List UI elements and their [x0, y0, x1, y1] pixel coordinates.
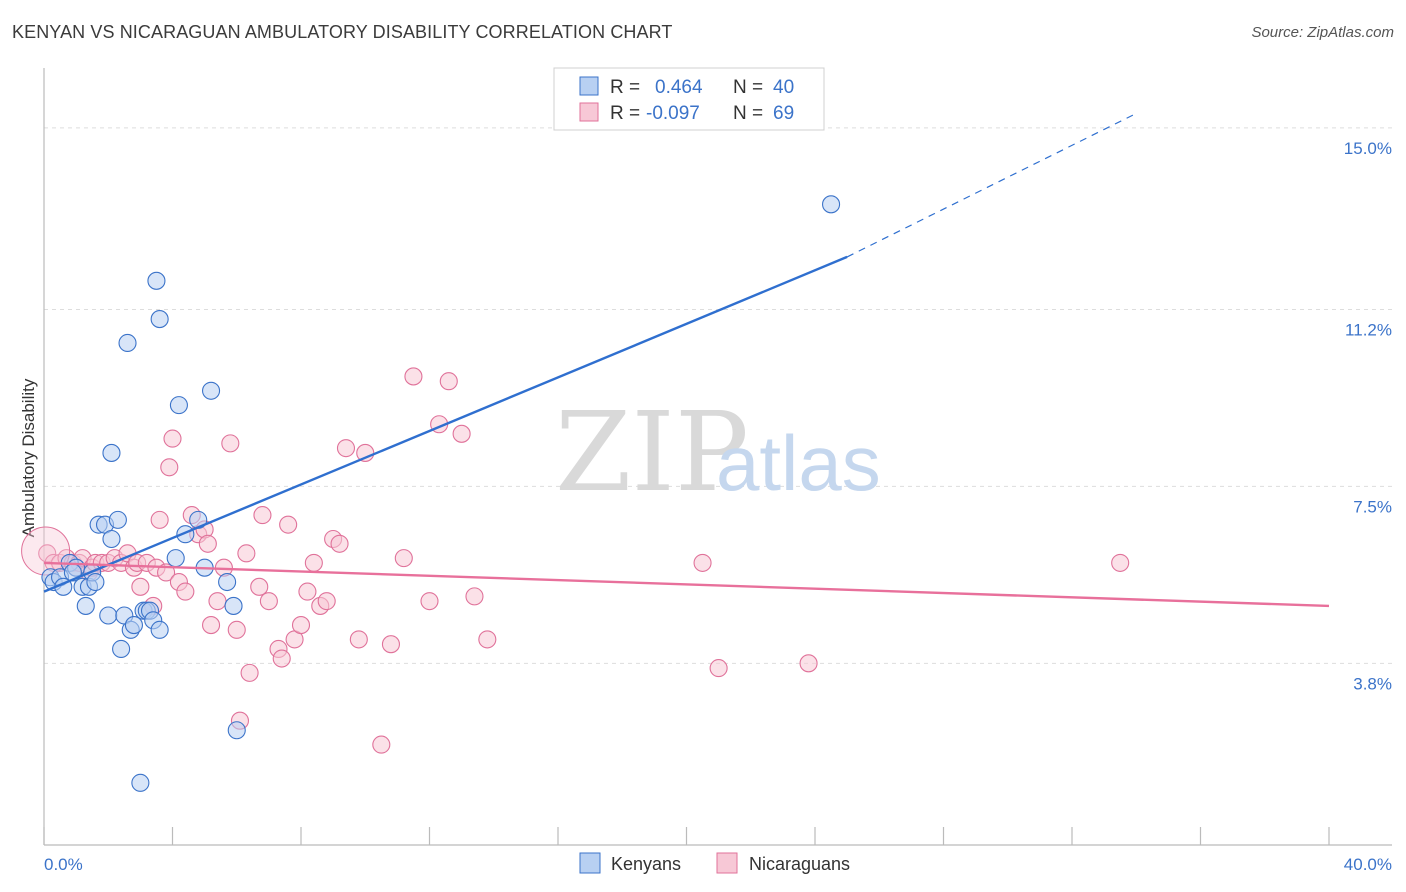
nicaraguan-point: [272, 649, 291, 668]
legend-r-value-1: 0.464: [655, 77, 703, 98]
legend-r-label-1: R =: [610, 77, 640, 98]
legend-box: [553, 67, 825, 131]
nicaraguan-point: [404, 367, 423, 386]
nicaraguan-point: [1111, 553, 1130, 572]
kenyan-point: [150, 310, 169, 329]
x-tick-label-max: 40.0%: [1344, 855, 1392, 874]
kenyans-trend-extension: [846, 112, 1137, 258]
x-tick-label-min: 0.0%: [44, 855, 83, 874]
series-label-nicaraguans: Nicaraguans: [749, 854, 850, 874]
kenyan-point: [99, 606, 118, 625]
y-tick-labels: 3.8% 7.5% 11.2% 15.0%: [1344, 139, 1392, 694]
nicaraguan-point: [221, 434, 240, 453]
nicaraguans-points: [21, 367, 1130, 754]
kenyan-point: [108, 510, 127, 529]
nicaraguan-point: [478, 630, 497, 649]
nicaraguan-point: [349, 630, 368, 649]
legend-n-value-2: 69: [773, 103, 794, 124]
kenyan-point: [218, 572, 237, 592]
kenyans-trend-line: [43, 255, 848, 593]
nicaraguan-point: [250, 577, 269, 596]
kenyan-point: [86, 572, 105, 592]
nicaraguan-point: [160, 458, 179, 477]
nicaraguan-point: [372, 735, 391, 754]
source-credit: Source: ZipAtlas.com: [1251, 24, 1394, 41]
series-swatch-kenyans: [579, 852, 601, 874]
kenyan-point: [166, 549, 185, 568]
series-legend: Kenyans Nicaraguans: [579, 852, 850, 874]
legend-n-value-1: 40: [773, 77, 794, 98]
nicaraguan-point: [709, 659, 728, 678]
nicaraguan-point: [240, 663, 259, 682]
nicaraguan-point: [317, 592, 336, 611]
legend-n-label-2: N =: [733, 103, 763, 124]
y-tick-label: 7.5%: [1353, 497, 1392, 516]
kenyan-point: [112, 639, 131, 659]
nicaraguan-point: [131, 577, 150, 596]
nicaraguan-point: [304, 553, 323, 572]
kenyan-point: [118, 333, 137, 353]
legend-r-value-2: -0.097: [646, 103, 700, 124]
nicaraguan-point: [279, 515, 298, 534]
kenyan-point: [224, 596, 243, 615]
legend-swatch-kenyans: [579, 76, 599, 96]
nicaraguan-point: [253, 506, 272, 525]
trend-lines: [43, 112, 1330, 608]
nicaraguan-point: [439, 372, 458, 391]
watermark-atlas: atlas: [716, 419, 881, 507]
nicaraguan-point: [176, 582, 195, 601]
stats-legend: R = 0.464 N = 40 R = -0.097 N = 69: [553, 67, 825, 131]
nicaraguan-point: [693, 553, 712, 572]
nicaraguan-point: [799, 654, 818, 673]
y-axis-label: Ambulatory Disability: [19, 378, 38, 537]
kenyan-point: [822, 195, 841, 214]
kenyan-point: [169, 396, 188, 415]
kenyan-point: [76, 596, 95, 615]
nicaraguan-point: [259, 592, 278, 611]
kenyan-point: [124, 616, 143, 635]
nicaraguan-point: [227, 620, 246, 639]
axes: [43, 68, 1392, 846]
nicaraguan-point: [452, 424, 471, 443]
chart-title: KENYAN VS NICARAGUAN AMBULATORY DISABILI…: [12, 22, 673, 42]
kenyan-point: [227, 721, 246, 740]
kenyan-point: [150, 620, 169, 639]
nicaraguan-point: [336, 439, 356, 458]
kenyan-point: [102, 443, 121, 462]
kenyan-point: [202, 381, 221, 400]
series-swatch-nicaraguans: [716, 852, 738, 874]
nicaraguan-point: [298, 582, 317, 601]
nicaraguan-point: [237, 544, 256, 563]
nicaraguan-point: [330, 534, 349, 553]
y-tick-label: 3.8%: [1353, 674, 1392, 693]
nicaraguan-point: [420, 592, 439, 611]
nicaraguan-point: [465, 587, 484, 606]
y-tick-label: 15.0%: [1344, 139, 1392, 158]
watermark-zip: ZIP: [555, 388, 749, 516]
legend-r-label-2: R =: [610, 103, 640, 124]
kenyan-point: [131, 773, 150, 792]
y-tick-label: 11.2%: [1345, 321, 1392, 340]
series-label-kenyans: Kenyans: [611, 854, 681, 874]
legend-swatch-nicaraguans: [579, 102, 599, 122]
nicaraguans-trend-line: [43, 561, 1330, 608]
nicaraguan-point: [163, 429, 182, 448]
kenyan-point: [147, 271, 166, 290]
legend-n-label-1: N =: [733, 77, 763, 98]
nicaraguan-point: [208, 592, 227, 611]
nicaraguan-point: [150, 510, 169, 529]
nicaraguan-point: [394, 549, 413, 568]
nicaraguan-point: [202, 616, 221, 635]
watermark: ZIP atlas: [555, 388, 881, 516]
kenyan-point: [102, 529, 121, 549]
nicaraguan-point: [198, 534, 217, 553]
nicaraguan-point: [291, 616, 311, 635]
nicaraguan-point: [381, 635, 401, 654]
